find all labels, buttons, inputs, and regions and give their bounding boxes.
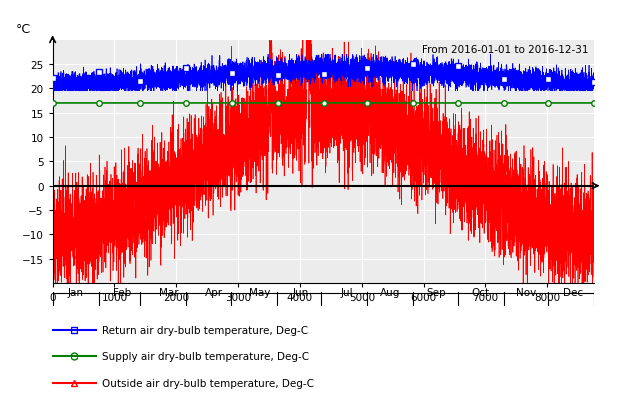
Text: From 2016-01-01 to 2016-12-31: From 2016-01-01 to 2016-12-31 [422, 45, 589, 55]
Text: Jun: Jun [293, 287, 310, 297]
Text: Sep: Sep [426, 287, 446, 297]
Text: Apr: Apr [204, 287, 223, 297]
Text: Feb: Feb [113, 287, 131, 297]
Text: Return air dry-bulb temperature, Deg-C: Return air dry-bulb temperature, Deg-C [102, 325, 308, 335]
Text: Mar: Mar [158, 287, 178, 297]
Text: Aug: Aug [380, 287, 400, 297]
Text: Supply air dry-bulb temperature, Deg-C: Supply air dry-bulb temperature, Deg-C [102, 352, 310, 361]
Text: Oct: Oct [472, 287, 490, 297]
Text: Outside air dry-bulb temperature, Deg-C: Outside air dry-bulb temperature, Deg-C [102, 378, 314, 388]
Text: May: May [249, 287, 271, 297]
Text: Jan: Jan [67, 287, 84, 297]
Text: Dec: Dec [563, 287, 583, 297]
Text: Jul: Jul [341, 287, 353, 297]
Text: Nov: Nov [516, 287, 536, 297]
Text: °C: °C [15, 23, 30, 36]
